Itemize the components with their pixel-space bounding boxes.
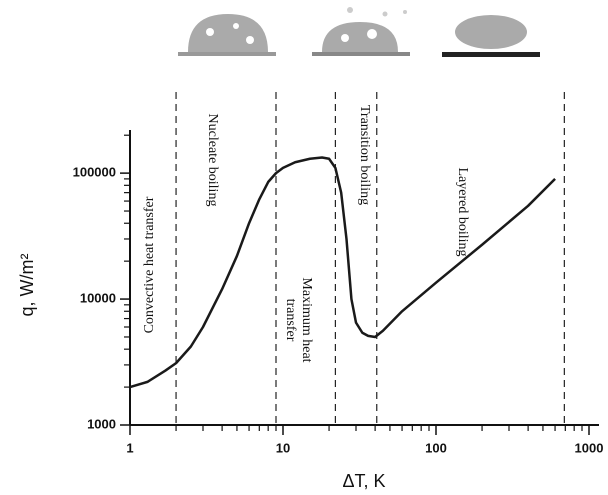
bubble — [341, 34, 349, 42]
x-tick-label: 10 — [276, 440, 290, 455]
boiling-curve — [129, 156, 556, 389]
bubble — [246, 36, 254, 44]
x-tick-label: 1000 — [575, 440, 604, 455]
x-axis-label: ΔT, K — [342, 471, 385, 491]
annotation: Layered boiling — [455, 167, 470, 256]
x-tick-label: 100 — [425, 440, 447, 455]
surface — [178, 52, 276, 56]
bubble-layer — [188, 14, 268, 52]
bubble-layer — [322, 22, 398, 52]
surface — [442, 52, 540, 57]
annotation: Transition boiling — [357, 105, 372, 205]
annotation: transfer — [283, 299, 298, 342]
y-tick-label: 10000 — [80, 290, 116, 305]
bubble — [382, 11, 388, 17]
bubble — [233, 23, 239, 29]
y-tick-label: 100000 — [73, 165, 116, 180]
annotation: Nucleate boiling — [205, 114, 220, 207]
bubble — [367, 29, 377, 39]
bubble — [206, 28, 214, 36]
y-tick-label: 1000 — [87, 416, 116, 431]
annotation: Maximum heat — [299, 277, 314, 362]
regime-icons — [178, 7, 540, 57]
bubble — [403, 10, 407, 14]
droplet — [455, 15, 527, 49]
annotation: Convective heat transfer — [142, 196, 157, 333]
surface — [312, 52, 410, 56]
bubble — [347, 7, 353, 13]
y-axis-label: q, W/m² — [17, 254, 37, 317]
x-tick-label: 1 — [126, 440, 133, 455]
